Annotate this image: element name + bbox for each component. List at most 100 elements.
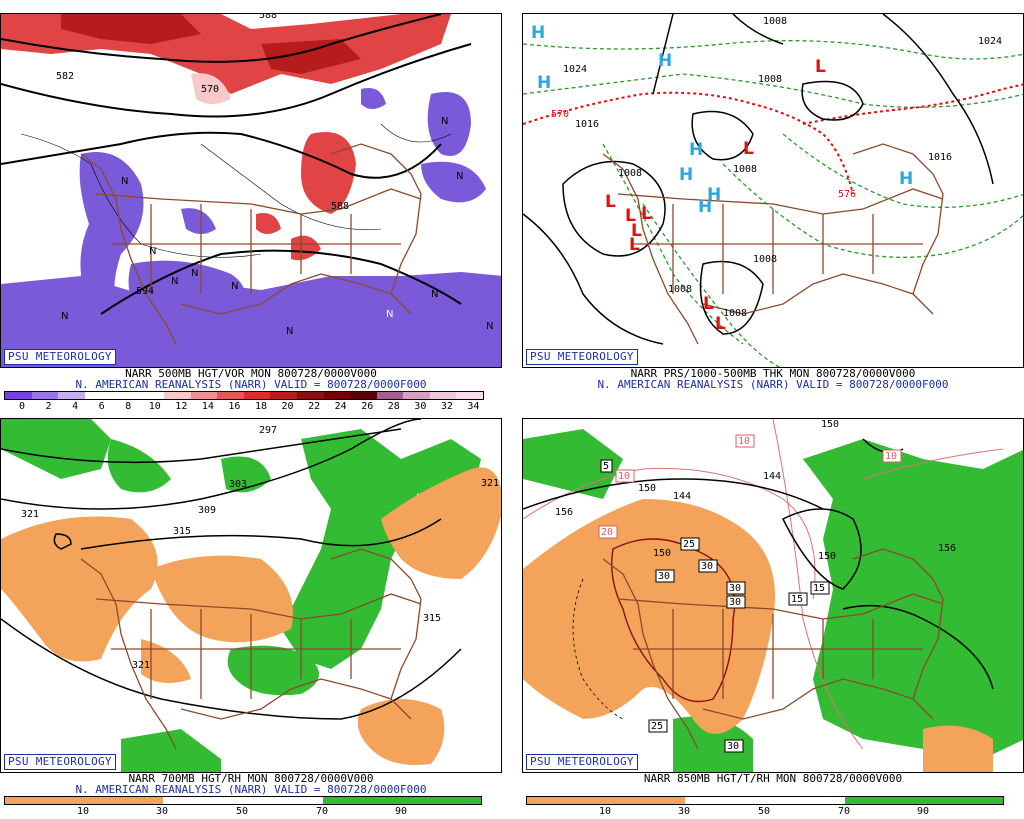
colorbar-tick-label: 28 (387, 401, 400, 412)
height-label: 321 (132, 660, 150, 671)
height-label: 315 (423, 613, 441, 624)
height-contour (53, 533, 72, 550)
low-pressure-marker: L (641, 204, 652, 224)
isobar-label: 1008 (733, 164, 757, 175)
height-contour (80, 518, 442, 550)
height-label: 321 (21, 509, 39, 520)
rh700-map-graphic: 297 303 309 315 321 321 315 321 (1, 419, 501, 772)
isobar-label: 1016 (928, 152, 952, 163)
rh-fill-dry (1, 516, 158, 662)
vorticity-min-marker: N (61, 311, 68, 322)
colorbar-tick-label: 30 (677, 806, 691, 817)
colorbar-tick-label: 24 (334, 401, 347, 412)
vorticity-min-marker: N (456, 171, 463, 182)
caption-line-2: N. AMERICAN REANALYSIS (NARR) VALID = 80… (597, 378, 949, 391)
low-pressure-marker: L (631, 221, 642, 241)
vorticity-fill-low (128, 260, 244, 314)
height-label: 303 (229, 479, 247, 490)
colorbar-tick-label: 18 (254, 401, 268, 412)
height-label: 588 (259, 14, 277, 21)
isobar-label: 1008 (668, 284, 692, 295)
state-border (150, 609, 352, 699)
vorticity-contour (380, 123, 452, 143)
height-label: 144 (763, 471, 781, 482)
high-pressure-marker: H (537, 73, 551, 93)
colorbar-tick-label: 10 (598, 806, 612, 817)
height-label: 309 (198, 505, 216, 516)
temperature-label: 25 (683, 539, 695, 550)
colorbar-swatch (111, 392, 138, 399)
temperature-label-box (882, 449, 902, 463)
height-label: 594 (136, 286, 154, 297)
colorbar-tick-label: 6 (98, 401, 105, 412)
thickness-label: 576 (838, 189, 856, 200)
rh-fill-dry (381, 467, 501, 579)
thickness-label: 570 (551, 109, 569, 120)
colorbar-swatch (31, 392, 59, 399)
temperature-label: 30 (729, 583, 741, 594)
colorbar-swatch (243, 392, 271, 399)
high-pressure-marker: H (899, 169, 913, 189)
state-border (672, 609, 874, 699)
coastline (330, 548, 422, 700)
isobar-label: 1024 (563, 64, 587, 75)
temperature-label-box (726, 581, 746, 595)
rh-fill-dry (141, 639, 191, 683)
colorbar-swatch (456, 392, 483, 399)
temperature-label-box (698, 559, 718, 573)
colorbar-swatch (323, 392, 351, 399)
rh850-map-graphic: 156 150 150 144 150 144 150 156 10 5 10 20 2… (523, 419, 1023, 772)
colorbar-tick-label: 8 (125, 401, 132, 412)
state-border (672, 204, 874, 294)
temperature-label-box (648, 719, 668, 733)
height-label: 321 (481, 478, 499, 489)
rh-fill-moist (121, 729, 221, 772)
temperature-label-box (788, 592, 808, 606)
height-contour (1, 618, 462, 720)
colorbar-tick-label: 2 (45, 401, 52, 412)
height-contour (1, 14, 442, 63)
vorticity-fill-low (427, 92, 471, 156)
temperature-contour-dashed (572, 578, 624, 720)
map-850mb-temp-rh: 156 150 150 144 150 144 150 156 10 5 10 20 2… (522, 418, 1024, 773)
colorbar-tick-label: 30 (155, 806, 169, 817)
vorticity-min-marker: N (441, 116, 448, 127)
colorbar-swatch (190, 392, 218, 399)
high-pressure-marker: H (707, 185, 721, 205)
coastline (702, 273, 934, 315)
colorbar-tick-label: 20 (281, 401, 294, 412)
caption-line-1: NARR PRS/1000-500MB THK MON 800728/0000V… (630, 367, 916, 380)
thickness-contour (642, 203, 781, 367)
map-500mb-vorticity: 582 570 588 588 594 N N N N N N N N N N … (0, 13, 502, 368)
caption-line-2: N. AMERICAN REANALYSIS (NARR) VALID = 80… (75, 378, 427, 391)
colorbar-tick-label: 50 (757, 806, 771, 817)
vorticity-min-marker: N (486, 321, 493, 332)
coastline (852, 548, 944, 700)
isobar (882, 14, 994, 185)
height-contour (781, 508, 862, 590)
thickness-contour-576 (802, 83, 1023, 125)
state-border (150, 204, 352, 294)
height-contour (1, 131, 442, 179)
colorbar-tick-label: 30 (414, 401, 427, 412)
colorbar-swatch (270, 392, 298, 399)
temperature-label: 10 (618, 471, 630, 482)
coastline (702, 678, 934, 720)
thickness-contour (602, 143, 744, 345)
rh-colorbar (4, 796, 482, 805)
temperature-label-box (600, 459, 613, 473)
vorticity-fill-high (261, 39, 361, 74)
panel-pressure-thickness: 1008 1024 1008 1016 1008 1008 1008 1008 … (522, 13, 1024, 402)
high-pressure-marker: H (531, 23, 545, 43)
rh-fill-dry (357, 699, 445, 765)
temperature-boxed-labels: 10 5 10 20 25 30 30 30 30 15 25 30 10 15 (598, 434, 902, 753)
height-contour (1, 419, 422, 510)
colorbar-swatch (297, 392, 324, 399)
vorticity-fill-low (421, 161, 486, 203)
colorbar-swatch (217, 392, 244, 399)
low-pressure-marker: L (629, 235, 640, 255)
rh-fill-moist (107, 439, 171, 493)
colorbar-tick-label: 32 (440, 401, 453, 412)
high-pressure-marker: H (679, 165, 693, 185)
vorticity-fill-high (301, 132, 356, 214)
